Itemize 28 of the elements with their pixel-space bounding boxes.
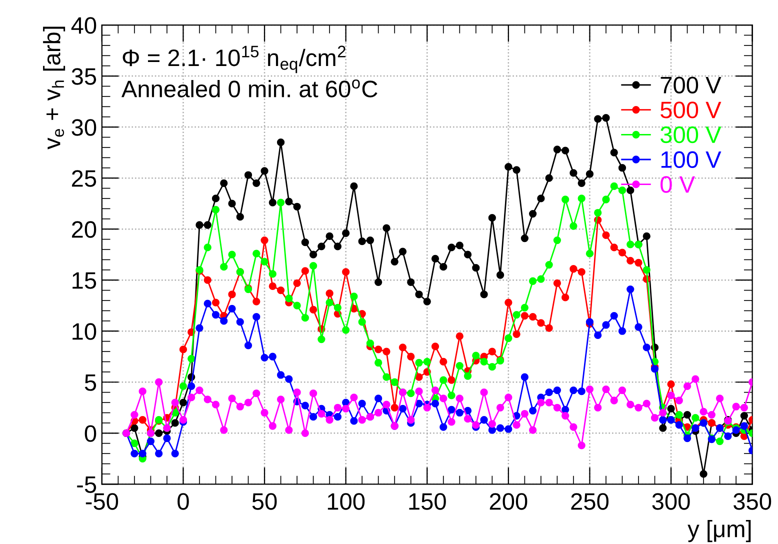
y-tick-label: 20 xyxy=(72,221,96,238)
y-tick-label: 10 xyxy=(72,323,96,340)
y-tick-label: 0 xyxy=(84,425,96,442)
y-axis-title: v$_{e}$ + v$_{h}$ [arb] xyxy=(43,26,66,150)
x-tick-label: 0 xyxy=(178,493,189,510)
legend-label: 100 V xyxy=(661,151,722,168)
legend-label: 700 V xyxy=(660,76,722,94)
annotation: Annealed 0 min. at 60$^{o}$C xyxy=(121,80,378,98)
legend-label: 0 V xyxy=(660,176,695,193)
y-tick-label: 5 xyxy=(84,374,96,391)
x-tick-label: 150 xyxy=(409,493,446,510)
x-tick-label: 50 xyxy=(252,493,277,510)
y-tick-label: 35 xyxy=(72,68,96,85)
y-tick-label: 25 xyxy=(72,170,96,187)
x-tick-label: 350 xyxy=(734,493,772,510)
x-tick-label: 300 xyxy=(652,493,690,510)
x-axis-title: y [μm] xyxy=(688,520,751,542)
y-tick-label: 15 xyxy=(72,272,96,289)
x-tick-label: 100 xyxy=(328,493,365,510)
annotation: Φ = 2.1· 10$^{15}$ n$_{eq}$/cm$^{2}$ xyxy=(122,46,346,74)
legend-label: 500 V xyxy=(660,102,722,118)
x-tick-label: -50 xyxy=(86,493,118,510)
y-tick-label: -5 xyxy=(77,476,96,493)
y-tick-label: 40 xyxy=(71,17,96,34)
x-tick-label: 250 xyxy=(571,493,608,510)
y-tick-label: 30 xyxy=(72,119,96,136)
legend-label: 300 V xyxy=(660,126,722,144)
x-tick-label: 200 xyxy=(490,493,528,510)
